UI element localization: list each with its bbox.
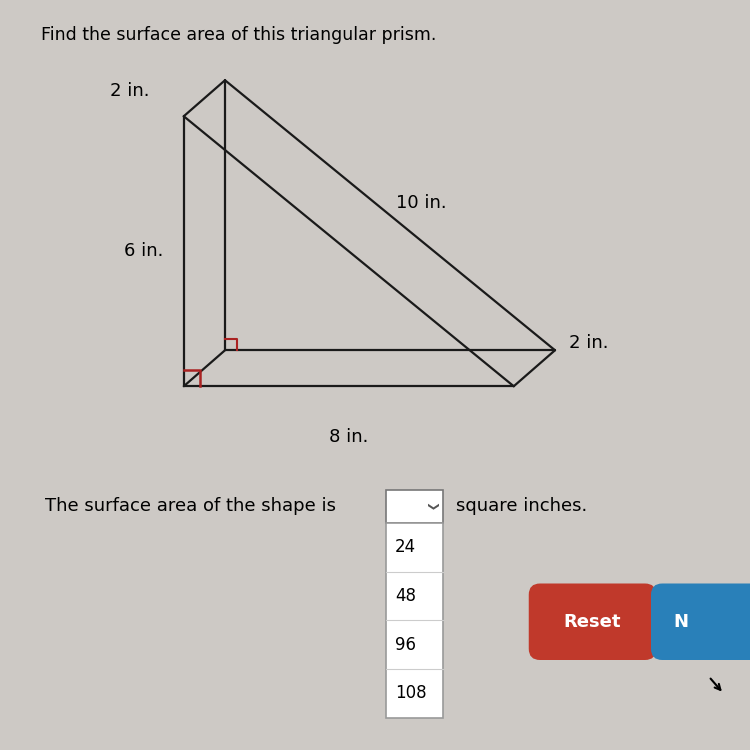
Text: 96: 96 [395, 636, 416, 654]
FancyBboxPatch shape [386, 523, 442, 572]
FancyBboxPatch shape [651, 584, 750, 660]
Text: 6 in.: 6 in. [124, 242, 164, 260]
Text: 108: 108 [395, 684, 427, 702]
Text: The surface area of the shape is: The surface area of the shape is [45, 497, 336, 515]
Text: 24: 24 [395, 538, 416, 556]
FancyBboxPatch shape [386, 490, 442, 523]
Text: 48: 48 [395, 586, 416, 604]
Text: 8 in.: 8 in. [329, 427, 368, 445]
FancyBboxPatch shape [529, 584, 656, 660]
Text: N: N [674, 613, 688, 631]
Text: 2 in.: 2 in. [568, 334, 608, 352]
Text: 10 in.: 10 in. [396, 194, 446, 212]
Text: Reset: Reset [564, 613, 621, 631]
Text: 2 in.: 2 in. [110, 82, 150, 100]
Text: Find the surface area of this triangular prism.: Find the surface area of this triangular… [41, 26, 436, 44]
Text: square inches.: square inches. [456, 497, 587, 515]
FancyBboxPatch shape [386, 523, 442, 718]
Text: ❯: ❯ [425, 502, 436, 511]
